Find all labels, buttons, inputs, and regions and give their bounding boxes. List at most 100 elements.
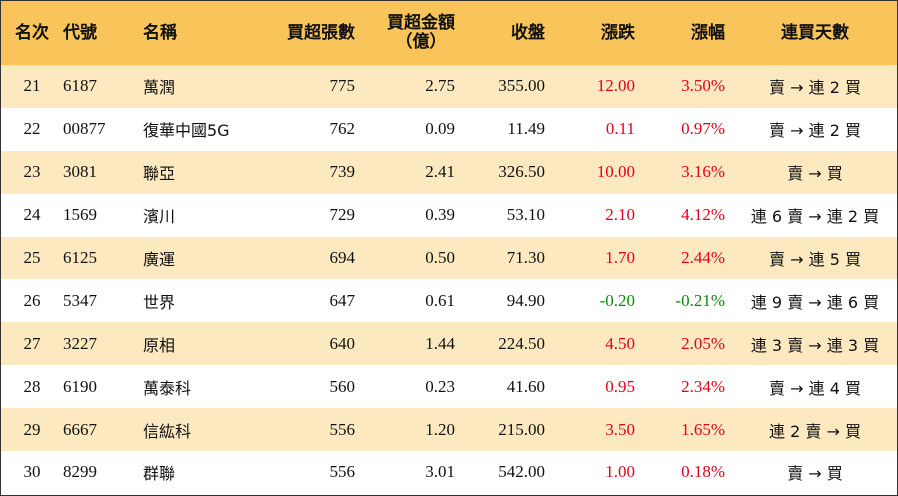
cell-amount: 1.20 [363, 408, 463, 452]
cell-close: 53.10 [463, 193, 553, 237]
cell-amount: 3.01 [363, 451, 463, 494]
cell-close: 542.00 [463, 451, 553, 494]
cell-streak: 連 3 賣 → 連 3 買 [733, 322, 897, 366]
cell-code[interactable]: 1569 [63, 193, 129, 237]
header-change[interactable]: 漲跌 [553, 1, 643, 65]
cell-lots: 647 [241, 279, 363, 323]
cell-change: 1.70 [553, 236, 643, 280]
cell-amount: 0.09 [363, 107, 463, 151]
cell-code[interactable]: 3081 [63, 150, 129, 194]
cell-change: 2.10 [553, 193, 643, 237]
cell-pct: 2.34% [643, 365, 733, 409]
header-name[interactable]: 名稱 [129, 1, 241, 65]
cell-name[interactable]: 世界 [129, 279, 241, 323]
cell-lots: 640 [241, 322, 363, 366]
cell-change: 3.50 [553, 408, 643, 452]
cell-lots: 556 [241, 408, 363, 452]
cell-name[interactable]: 濱川 [129, 193, 241, 237]
cell-name[interactable]: 萬泰科 [129, 365, 241, 409]
cell-close: 215.00 [463, 408, 553, 452]
cell-pct: 3.50% [643, 65, 733, 108]
table-row[interactable]: 22 00877 復華中國5G 762 0.09 11.49 0.11 0.97… [1, 107, 897, 151]
cell-change: 12.00 [553, 65, 643, 108]
table-row[interactable]: 26 5347 世界 647 0.61 94.90 -0.20 -0.21% 連… [1, 279, 897, 323]
cell-pct: 0.18% [643, 451, 733, 494]
cell-change: 10.00 [553, 150, 643, 194]
cell-change: 4.50 [553, 322, 643, 366]
cell-code[interactable]: 3227 [63, 322, 129, 366]
cell-code[interactable]: 6187 [63, 65, 129, 108]
table-row[interactable]: 27 3227 原相 640 1.44 224.50 4.50 2.05% 連 … [1, 322, 897, 366]
cell-name[interactable]: 復華中國5G [129, 107, 241, 151]
cell-rank: 25 [1, 236, 63, 280]
cell-lots: 762 [241, 107, 363, 151]
cell-code[interactable]: 8299 [63, 451, 129, 494]
cell-streak: 賣 → 連 2 買 [733, 65, 897, 108]
cell-pct: 2.44% [643, 236, 733, 280]
cell-streak: 賣 → 連 4 買 [733, 365, 897, 409]
cell-pct: 0.97% [643, 107, 733, 151]
cell-close: 11.49 [463, 107, 553, 151]
cell-code[interactable]: 6190 [63, 365, 129, 409]
cell-name[interactable]: 群聯 [129, 451, 241, 494]
cell-amount: 0.61 [363, 279, 463, 323]
cell-name[interactable]: 萬潤 [129, 65, 241, 108]
cell-rank: 21 [1, 65, 63, 108]
cell-code[interactable]: 00877 [63, 107, 129, 151]
header-rank[interactable]: 名次 [1, 1, 63, 65]
cell-code[interactable]: 6125 [63, 236, 129, 280]
table-row[interactable]: 29 6667 信紘科 556 1.20 215.00 3.50 1.65% 連… [1, 408, 897, 452]
header-amount-line1: 買超金額 [387, 13, 455, 33]
header-close[interactable]: 收盤 [463, 1, 553, 65]
cell-amount: 2.41 [363, 150, 463, 194]
cell-rank: 29 [1, 408, 63, 452]
cell-pct: 3.16% [643, 150, 733, 194]
cell-rank: 30 [1, 451, 63, 494]
cell-change: -0.20 [553, 279, 643, 323]
cell-code[interactable]: 5347 [63, 279, 129, 323]
cell-change: 0.11 [553, 107, 643, 151]
table-row[interactable]: 25 6125 廣運 694 0.50 71.30 1.70 2.44% 賣 →… [1, 236, 897, 280]
header-amount[interactable]: 買超金額 （億） [363, 1, 463, 65]
cell-name[interactable]: 信紘科 [129, 408, 241, 452]
cell-streak: 連 2 賣 → 買 [733, 408, 897, 452]
header-lots[interactable]: 買超張數 [241, 1, 363, 65]
cell-lots: 556 [241, 451, 363, 494]
cell-code[interactable]: 6667 [63, 408, 129, 452]
header-code[interactable]: 代號 [63, 1, 129, 65]
cell-rank: 23 [1, 150, 63, 194]
cell-lots: 560 [241, 365, 363, 409]
cell-name[interactable]: 聯亞 [129, 150, 241, 194]
table-row[interactable]: 24 1569 濱川 729 0.39 53.10 2.10 4.12% 連 6… [1, 193, 897, 237]
cell-close: 326.50 [463, 150, 553, 194]
table-row[interactable]: 30 8299 群聯 556 3.01 542.00 1.00 0.18% 賣 … [1, 451, 897, 494]
cell-name[interactable]: 原相 [129, 322, 241, 366]
cell-lots: 729 [241, 193, 363, 237]
table-row[interactable]: 21 6187 萬潤 775 2.75 355.00 12.00 3.50% 賣… [1, 65, 897, 108]
header-amount-line2: （億） [395, 32, 447, 52]
cell-rank: 28 [1, 365, 63, 409]
cell-rank: 22 [1, 107, 63, 151]
cell-streak: 賣 → 連 2 買 [733, 107, 897, 151]
cell-close: 355.00 [463, 65, 553, 108]
cell-streak: 賣 → 買 [733, 150, 897, 194]
cell-close: 94.90 [463, 279, 553, 323]
cell-amount: 0.50 [363, 236, 463, 280]
table-row[interactable]: 23 3081 聯亞 739 2.41 326.50 10.00 3.16% 賣… [1, 150, 897, 194]
cell-streak: 賣 → 買 [733, 451, 897, 494]
cell-streak: 連 6 賣 → 連 2 買 [733, 193, 897, 237]
cell-rank: 27 [1, 322, 63, 366]
header-streak[interactable]: 連買天數 [733, 1, 897, 65]
cell-change: 0.95 [553, 365, 643, 409]
cell-name[interactable]: 廣運 [129, 236, 241, 280]
cell-pct: 1.65% [643, 408, 733, 452]
cell-rank: 26 [1, 279, 63, 323]
cell-amount: 2.75 [363, 65, 463, 108]
cell-close: 71.30 [463, 236, 553, 280]
header-pct[interactable]: 漲幅 [643, 1, 733, 65]
cell-change: 1.00 [553, 451, 643, 494]
cell-streak: 連 9 賣 → 連 6 買 [733, 279, 897, 323]
table-row[interactable]: 28 6190 萬泰科 560 0.23 41.60 0.95 2.34% 賣 … [1, 365, 897, 409]
